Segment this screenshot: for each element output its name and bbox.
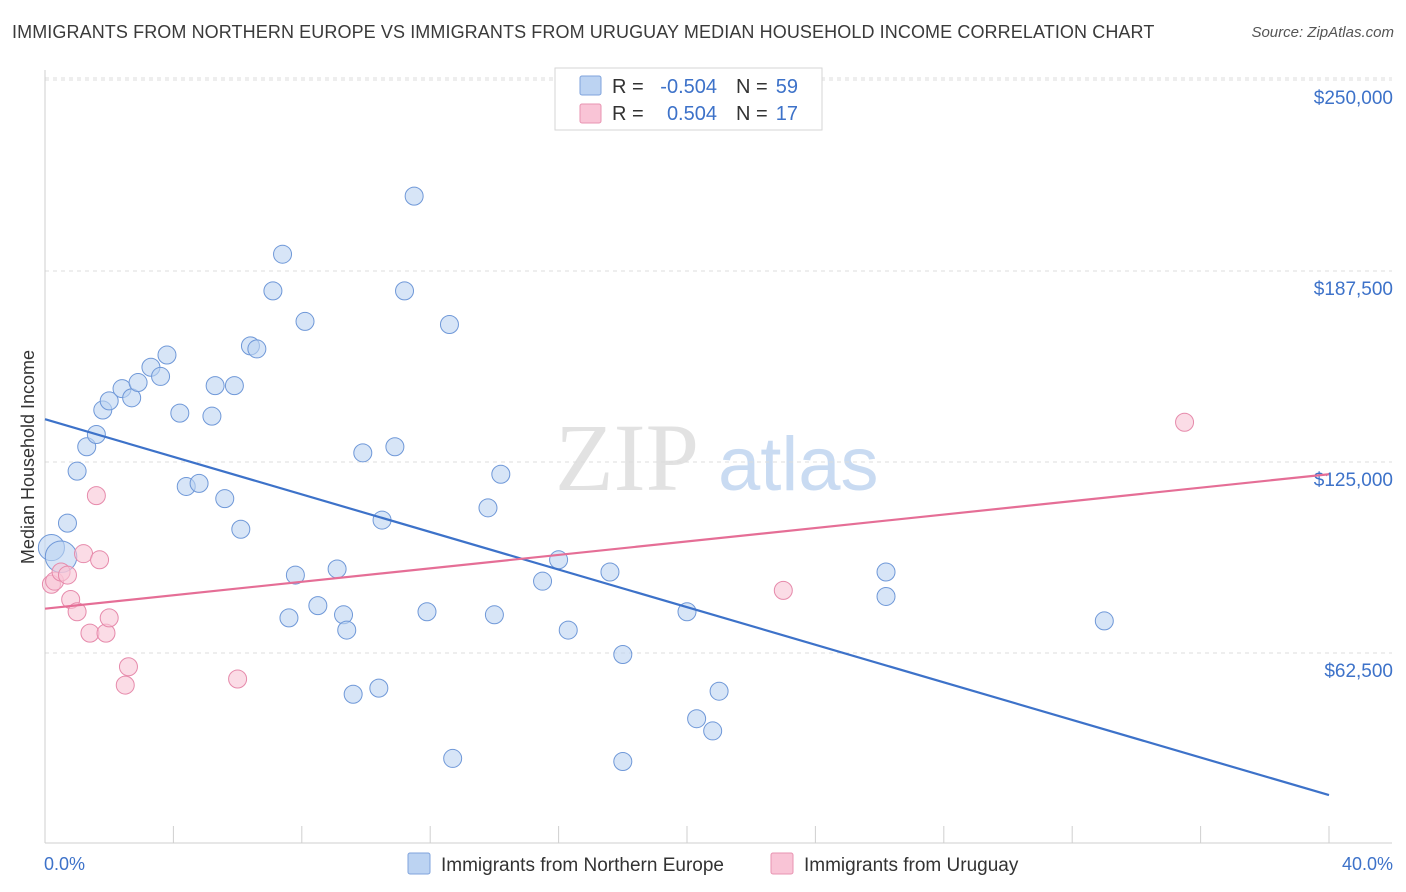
point-northern-europe-32: [337, 620, 357, 640]
point-northern-europe-48: [558, 620, 578, 640]
legend-r-value-blue: -0.504: [660, 76, 717, 98]
correlation-legend: R = -0.504 N = 59 R = 0.504 N = 17: [554, 67, 823, 131]
legend-r-label-blue: R =: [612, 76, 644, 98]
gridlines: [45, 77, 1392, 654]
legend-swatch-pink: [579, 103, 602, 124]
y-tick-label-3: $250,000: [1314, 88, 1393, 109]
y-tick-label-2: $187,500: [1314, 279, 1393, 300]
legend-r-label-pink: R =: [612, 103, 644, 125]
point-uruguay-12: [115, 675, 135, 695]
point-northern-europe-16: [189, 473, 209, 493]
point-northern-europe-23: [247, 339, 267, 359]
point-northern-europe-46: [533, 571, 553, 591]
point-northern-europe-35: [369, 678, 389, 698]
point-northern-europe-42: [443, 748, 463, 768]
point-northern-europe-37: [385, 437, 405, 457]
legend-n-value-blue: 59: [776, 76, 798, 98]
chart-title: IMMIGRANTS FROM NORTHERN EUROPE VS IMMIG…: [12, 22, 1155, 42]
point-northern-europe-26: [279, 608, 299, 628]
y-tick-labels: $62,500 $125,000 $187,500 $250,000: [1314, 88, 1393, 682]
legend-n-label-blue: N =: [736, 76, 768, 98]
point-northern-europe-57: [876, 562, 896, 582]
point-northern-europe-44: [478, 498, 498, 518]
trend-line-uruguay: [44, 473, 1330, 610]
point-northern-europe-10: [128, 373, 148, 393]
point-northern-europe-43: [484, 605, 504, 625]
point-northern-europe-50: [613, 645, 633, 665]
point-northern-europe-18: [205, 376, 225, 396]
point-northern-europe-13: [157, 345, 177, 365]
point-uruguay-3: [57, 565, 77, 585]
legend-swatch-blue: [579, 75, 602, 96]
legend-r-value-pink: 0.504: [667, 103, 717, 125]
y-tick-label-0: $62,500: [1324, 661, 1393, 682]
point-uruguay-5: [67, 602, 87, 622]
point-uruguay-11: [99, 608, 119, 628]
point-northern-europe-51: [613, 751, 633, 771]
bottom-legend-swatch-blue: [407, 852, 431, 875]
point-uruguay-6: [74, 544, 94, 564]
point-northern-europe-41: [439, 314, 459, 334]
point-northern-europe-54: [703, 721, 723, 741]
point-northern-europe-19: [215, 489, 235, 509]
point-northern-europe-2: [57, 513, 77, 533]
point-northern-europe-40: [417, 602, 437, 622]
x-tick-label-max: 40.0%: [1342, 854, 1393, 874]
point-northern-europe-38: [395, 281, 415, 301]
point-northern-europe-25: [273, 244, 293, 264]
point-northern-europe-39: [404, 186, 424, 206]
point-uruguay-7: [80, 623, 100, 643]
bottom-legend-label-pink: Immigrants from Uruguay: [804, 855, 1019, 876]
series-legend: Immigrants from Northern Europe Immigran…: [407, 852, 1019, 876]
point-northern-europe-27: [285, 565, 305, 585]
point-northern-europe-45: [491, 464, 511, 484]
watermark-zip: ZIP: [555, 404, 699, 511]
point-northern-europe-3: [67, 461, 87, 481]
legend-n-value-pink: 17: [776, 103, 798, 125]
point-uruguay-14: [228, 669, 248, 689]
point-northern-europe-58: [1094, 611, 1114, 631]
point-northern-europe-49: [600, 562, 620, 582]
trend-line-northern-europe: [44, 418, 1330, 797]
x-ticks: [44, 826, 1330, 843]
point-northern-europe-24: [263, 281, 283, 301]
x-tick-label-min: 0.0%: [44, 854, 85, 874]
y-tick-label-1: $125,000: [1314, 470, 1393, 491]
point-northern-europe-28: [295, 311, 315, 331]
point-northern-europe-53: [687, 709, 707, 729]
watermark-atlas: atlas: [718, 422, 879, 507]
point-northern-europe-12: [151, 366, 171, 386]
point-northern-europe-17: [202, 406, 222, 426]
point-northern-europe-29: [308, 596, 328, 616]
y-axis-label: Median Household Income: [18, 350, 38, 564]
point-northern-europe-55: [709, 681, 729, 701]
point-uruguay-13: [118, 657, 138, 677]
point-northern-europe-20: [224, 376, 244, 396]
point-northern-europe-56: [876, 586, 896, 606]
legend-n-label-pink: N =: [736, 103, 768, 125]
point-uruguay-16: [1175, 412, 1195, 432]
point-northern-europe-7: [99, 391, 119, 411]
trend-lines: [44, 418, 1330, 797]
point-northern-europe-34: [353, 443, 373, 463]
series-uruguay: [41, 412, 1195, 695]
bottom-legend-swatch-pink: [770, 852, 794, 875]
point-northern-europe-14: [170, 403, 190, 423]
point-uruguay-15: [773, 580, 793, 600]
series-northern-europe: [37, 186, 1114, 771]
axes: [44, 70, 1392, 844]
point-northern-europe-21: [231, 519, 251, 539]
point-uruguay-8: [86, 486, 106, 506]
point-northern-europe-52: [677, 602, 697, 622]
source-label: Source: ZipAtlas.com: [1251, 24, 1394, 41]
point-northern-europe-33: [343, 684, 363, 704]
point-northern-europe-30: [327, 559, 347, 579]
bottom-legend-label-blue: Immigrants from Northern Europe: [441, 855, 724, 876]
point-uruguay-9: [90, 550, 110, 570]
